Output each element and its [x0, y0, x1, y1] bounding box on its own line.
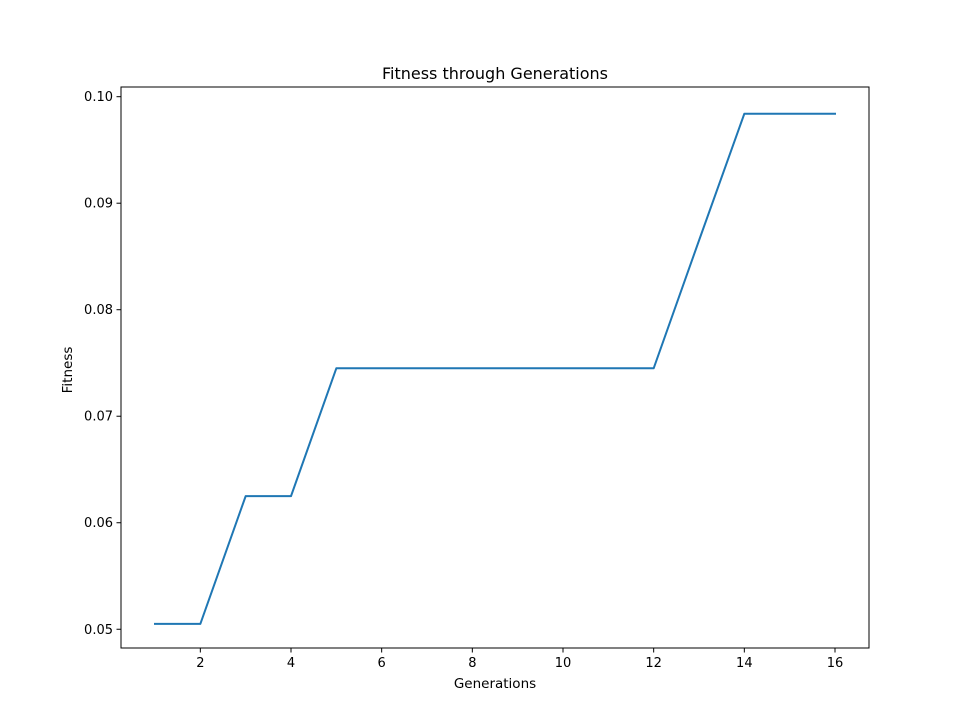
x-tick-label: 6: [378, 656, 386, 671]
x-tick-label: 16: [827, 656, 844, 671]
x-axis-label: Generations: [454, 676, 536, 692]
y-tick-label: 0.07: [84, 410, 113, 425]
x-tick-label: 10: [555, 656, 572, 671]
y-tick-label: 0.08: [84, 303, 113, 318]
x-tick-label: 4: [287, 656, 295, 671]
y-tick-label: 0.10: [84, 90, 113, 105]
y-tick-label: 0.09: [84, 197, 113, 212]
x-axis-ticks: 2 4 6 8 10 12 14 16: [196, 648, 843, 671]
y-tick-label: 0.05: [84, 623, 113, 638]
y-axis-label: Fitness: [60, 347, 76, 394]
series-line: [154, 112, 836, 625]
y-axis-ticks: 0.05 0.06 0.07 0.08 0.09 0.10: [84, 90, 121, 638]
x-tick-label: 14: [736, 656, 753, 671]
chart-title: Fitness through Generations: [382, 64, 608, 83]
plot-frame: [120, 86, 870, 649]
x-tick-label: 8: [468, 656, 476, 671]
x-tick-label: 12: [645, 656, 662, 671]
x-tick-label: 2: [196, 656, 204, 671]
series-layer: [154, 112, 836, 625]
y-tick-label: 0.06: [84, 516, 113, 531]
